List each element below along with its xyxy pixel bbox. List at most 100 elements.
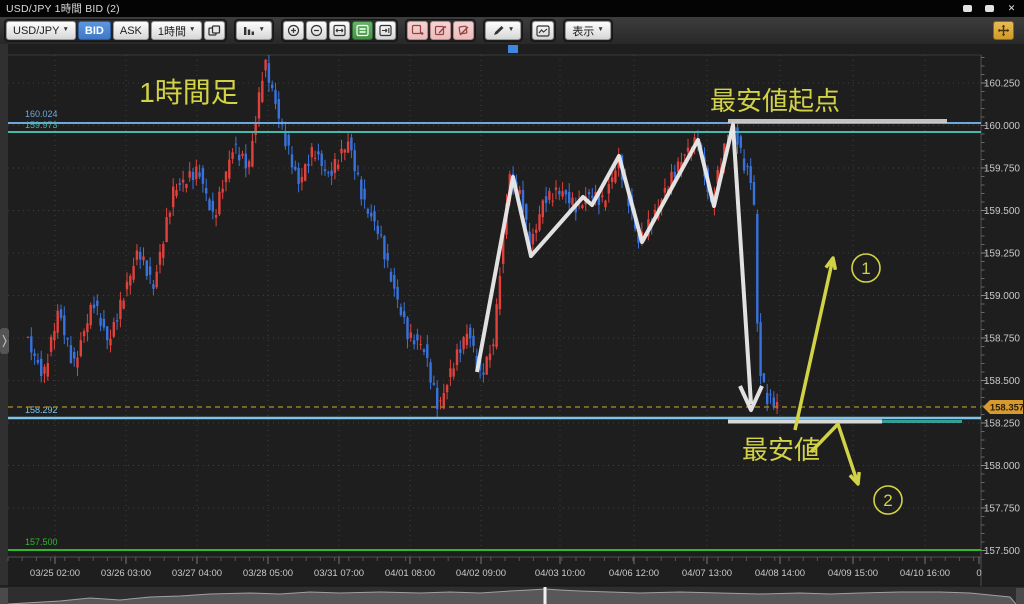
svg-text:03/26 03:00: 03/26 03:00	[101, 568, 151, 579]
overview-navigator[interactable]	[0, 587, 1024, 604]
display-group: 表示 ▼	[563, 19, 613, 42]
minimize-button[interactable]	[961, 3, 974, 14]
svg-text:04/09 15:00: 04/09 15:00	[828, 568, 878, 579]
scroll-indicator[interactable]	[508, 45, 518, 53]
ask-button[interactable]: ASK	[112, 21, 149, 40]
bid-button[interactable]: BID	[77, 21, 111, 40]
svg-text:1: 1	[861, 259, 870, 278]
add-drawing-button[interactable]	[406, 21, 428, 40]
svg-text:04/07 13:00: 04/07 13:00	[682, 568, 732, 579]
svg-text:158.357: 158.357	[990, 403, 1024, 414]
window-controls: ✕	[961, 3, 1018, 14]
close-button[interactable]: ✕	[1007, 3, 1016, 13]
drawing-objects-group	[404, 19, 476, 42]
pen-group: ▼	[482, 19, 524, 42]
svg-text:158.292: 158.292	[25, 405, 58, 415]
svg-text:160.250: 160.250	[984, 79, 1021, 90]
zoom-in-icon	[287, 24, 299, 37]
svg-text:157.500: 157.500	[25, 537, 58, 547]
svg-text:159.250: 159.250	[984, 249, 1021, 260]
pencil-icon	[493, 25, 504, 35]
timeframe-dropdown[interactable]: 1時間 ▼	[150, 21, 203, 40]
svg-text:158.750: 158.750	[984, 334, 1021, 345]
price-axis[interactable]: 160.250 160.000 159.750 159.500 159.250 159.0…	[981, 57, 1021, 558]
svg-text:157.500: 157.500	[984, 546, 1021, 557]
indicator-chart-icon	[536, 24, 550, 37]
chart-type-dropdown[interactable]: ▼	[236, 21, 272, 40]
maximize-button[interactable]	[983, 3, 996, 14]
window-title: USD/JPY 1時間 BID (2)	[6, 3, 120, 15]
timeframe-label: 1時間	[157, 25, 186, 38]
move-arrows-icon	[998, 25, 1009, 36]
svg-text:158.500: 158.500	[984, 376, 1021, 387]
arrow-to-edge-icon	[379, 24, 392, 37]
edit-drawing-button[interactable]	[429, 21, 451, 40]
caret-down-icon: ▼	[189, 26, 196, 34]
zoom-in-button[interactable]	[282, 21, 304, 40]
delete-shape-icon	[458, 25, 469, 36]
current-price-badge: 158.357	[983, 400, 1024, 414]
title-bar[interactable]: USD/JPY 1時間 BID (2) ✕	[0, 0, 1024, 17]
svg-text:04/01 08:00: 04/01 08:00	[385, 568, 435, 579]
fit-width-button[interactable]	[328, 21, 350, 40]
zigzag-drawing[interactable]	[475, 123, 764, 412]
indicator-button[interactable]	[532, 21, 555, 40]
chart-toolbar: USD/JPY ▼ BID ASK 1時間 ▼	[0, 17, 1024, 44]
bar-chart-icon	[244, 26, 255, 35]
fit-width-icon	[333, 24, 346, 37]
svg-text:03/27 04:00: 03/27 04:00	[172, 568, 222, 579]
pen-dropdown[interactable]: ▼	[484, 21, 522, 40]
add-shape-icon	[411, 24, 424, 35]
svg-text:03/28 05:00: 03/28 05:00	[243, 568, 293, 579]
svg-text:04/08 14:00: 04/08 14:00	[755, 568, 805, 579]
expand-window-button[interactable]	[993, 21, 1014, 40]
delete-drawing-button[interactable]	[452, 21, 474, 40]
symbol-dropdown[interactable]: USD/JPY ▼	[6, 21, 76, 40]
svg-text:04/02 09:00: 04/02 09:00	[456, 568, 506, 579]
chart-type-group: ▼	[234, 19, 274, 42]
svg-text:158.250: 158.250	[984, 419, 1021, 430]
svg-text:03/31 07:00: 03/31 07:00	[314, 568, 364, 579]
panel-collapse-handle[interactable]	[0, 328, 9, 354]
caret-down-icon: ▼	[507, 26, 515, 34]
yellow-arrow-drawings[interactable]	[793, 256, 861, 486]
display-dropdown[interactable]: 表示 ▼	[565, 21, 611, 40]
maximize-icon	[985, 5, 994, 12]
svg-text:159.750: 159.750	[984, 164, 1021, 175]
duplicate-chart-button[interactable]	[204, 21, 226, 40]
svg-text:最安値: 最安値	[742, 435, 820, 465]
svg-text:04/10 16:00: 04/10 16:00	[900, 568, 950, 579]
svg-text:160.024: 160.024	[25, 109, 58, 119]
display-label: 表示	[572, 25, 595, 38]
candlesticks	[26, 55, 779, 418]
svg-text:157.750: 157.750	[984, 504, 1021, 515]
svg-text:04/06 12:00: 04/06 12:00	[609, 568, 659, 579]
svg-text:158.000: 158.000	[984, 461, 1021, 472]
overview-handle[interactable]	[543, 587, 547, 604]
scroll-to-latest-button[interactable]	[374, 21, 396, 40]
zoom-out-icon	[310, 24, 322, 37]
caret-down-icon: ▼	[597, 26, 604, 34]
caret-down-icon: ▼	[62, 26, 69, 34]
indicator-group	[530, 19, 557, 42]
symbol-group: USD/JPY ▼ BID ASK 1時間 ▼	[4, 19, 228, 42]
highlight-bars[interactable]	[728, 119, 962, 424]
svg-text:0: 0	[976, 568, 981, 579]
time-axis[interactable]: 03/25 02:00 03/26 03:00 03/27 04:00 03/28 0…	[7, 557, 982, 579]
fit-height-icon	[356, 24, 369, 37]
caret-down-icon: ▼	[258, 26, 265, 34]
svg-text:159.000: 159.000	[984, 291, 1021, 302]
svg-text:1時間足: 1時間足	[139, 77, 239, 108]
overlap-squares-icon	[208, 24, 221, 36]
svg-text:03/25 02:00: 03/25 02:00	[30, 568, 80, 579]
fit-height-button[interactable]	[351, 21, 373, 40]
zoom-out-button[interactable]	[305, 21, 327, 40]
svg-text:159.973: 159.973	[25, 120, 58, 130]
symbol-label: USD/JPY	[13, 24, 60, 37]
svg-text:160.000: 160.000	[984, 121, 1021, 132]
svg-text:最安値起点: 最安値起点	[710, 86, 840, 116]
svg-text:04/03 10:00: 04/03 10:00	[535, 568, 585, 579]
